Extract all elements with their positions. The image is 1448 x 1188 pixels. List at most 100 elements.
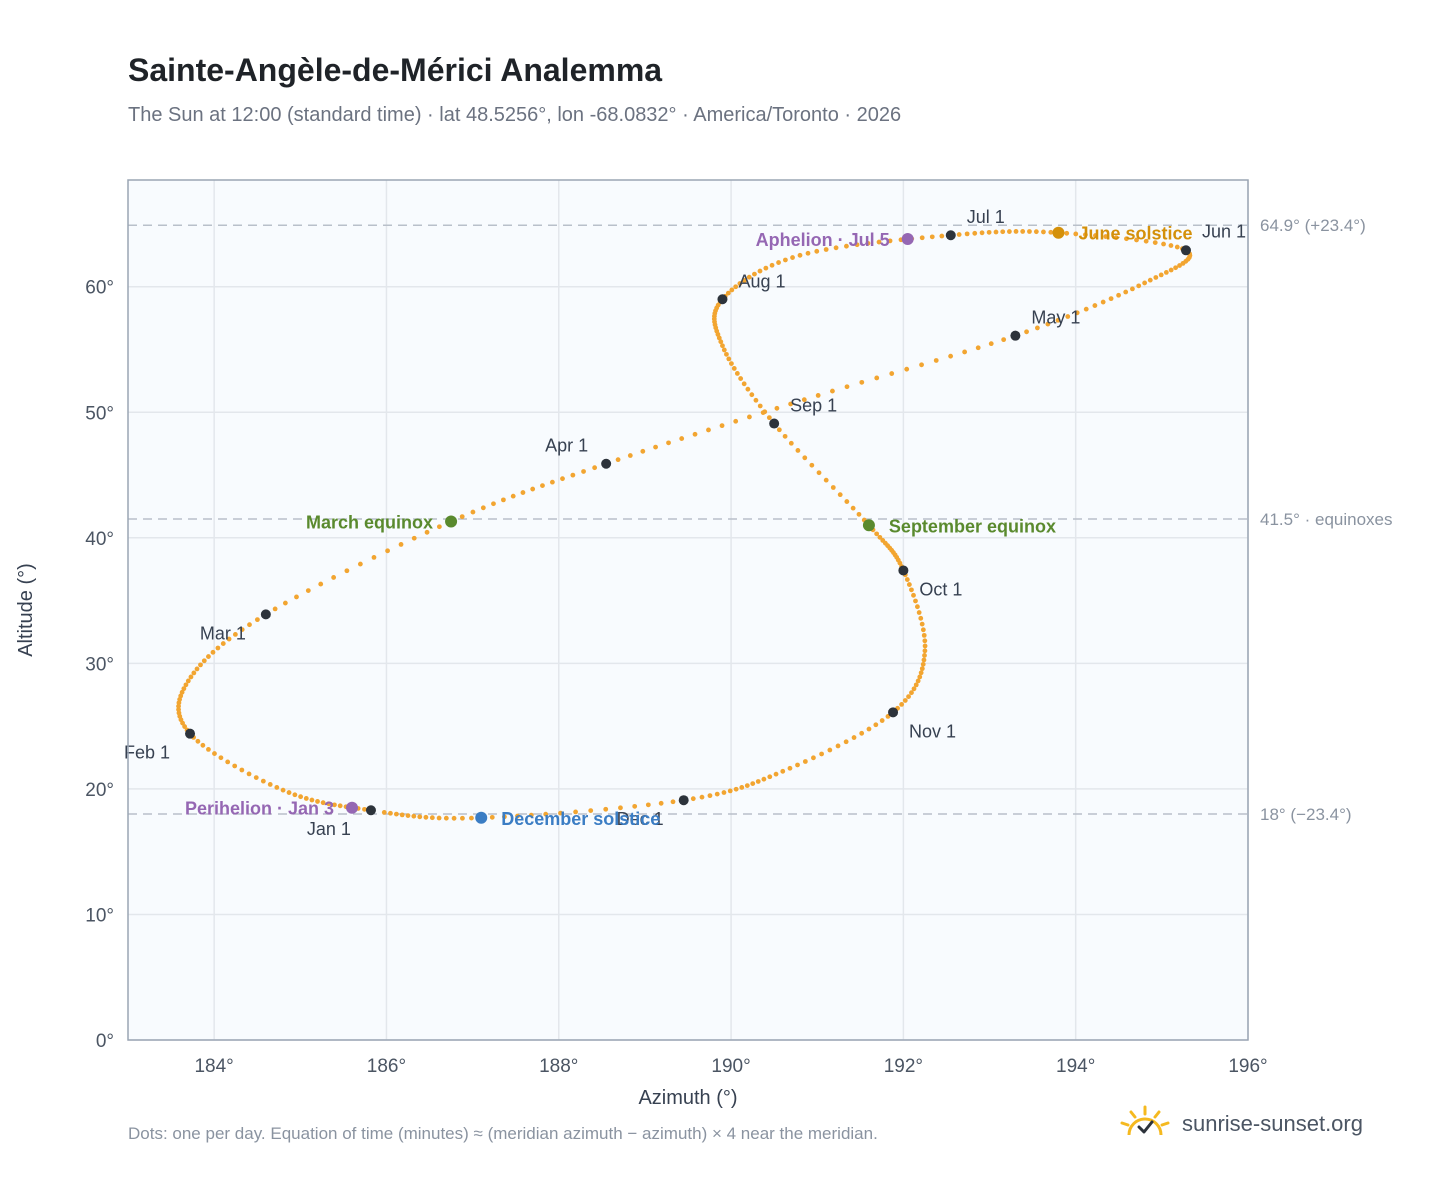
- daily-dot: [315, 799, 320, 804]
- daily-dot: [558, 810, 563, 816]
- daily-dot: [645, 802, 651, 808]
- daily-dot: [1034, 325, 1040, 331]
- brand-logo[interactable]: sunrise-sunset.org: [1120, 1104, 1363, 1144]
- daily-dot: [865, 240, 871, 246]
- daily-dot: [393, 811, 399, 817]
- daily-dot: [191, 670, 197, 676]
- daily-dot: [588, 808, 594, 814]
- month-label: Apr 1: [545, 436, 588, 456]
- daily-dot: [721, 347, 727, 353]
- daily-dot: [357, 561, 363, 567]
- daily-dot: [385, 548, 390, 554]
- daily-dot: [939, 233, 945, 239]
- sun-check-icon: [1120, 1105, 1170, 1144]
- daily-dot: [501, 497, 506, 503]
- event-marker: [862, 519, 875, 532]
- daily-dot: [774, 405, 780, 411]
- event-marker: [1052, 226, 1065, 239]
- y-tick-label: 50°: [85, 403, 114, 424]
- daily-dot: [344, 568, 350, 574]
- daily-dot: [1000, 229, 1006, 235]
- daily-dot: [206, 654, 211, 659]
- daily-dot: [874, 375, 880, 381]
- daily-dot: [502, 814, 507, 820]
- daily-dot: [424, 529, 430, 535]
- month-marker: [1010, 330, 1021, 341]
- daily-dot: [733, 418, 739, 424]
- daily-dot: [253, 775, 259, 781]
- reference-line-label: 18° (−23.4°): [1260, 805, 1352, 824]
- daily-dot: [592, 465, 598, 471]
- daily-dot: [750, 781, 756, 786]
- daily-dot: [225, 759, 231, 765]
- daily-dot: [733, 786, 739, 792]
- daily-dot: [802, 759, 808, 764]
- x-tick-label: 194°: [1056, 1056, 1095, 1077]
- daily-dot: [718, 339, 724, 345]
- daily-dot: [844, 384, 850, 390]
- month-label: Nov 1: [909, 721, 956, 741]
- daily-dot: [220, 641, 226, 646]
- daily-dot: [741, 381, 747, 387]
- daily-dot: [761, 776, 767, 782]
- daily-dot: [835, 743, 841, 749]
- daily-dot: [510, 493, 516, 499]
- daily-dot: [915, 604, 920, 610]
- daily-dot: [767, 774, 773, 780]
- daily-dot: [805, 250, 811, 256]
- daily-dot: [859, 730, 865, 736]
- daily-dot: [762, 409, 768, 415]
- daily-dot: [179, 689, 185, 695]
- daily-dot: [988, 341, 994, 347]
- daily-dot: [381, 810, 387, 815]
- daily-dot: [183, 682, 189, 688]
- daily-dot: [423, 814, 429, 820]
- daily-dot: [298, 794, 304, 800]
- daily-dot: [570, 472, 576, 478]
- daily-dot: [1158, 272, 1164, 278]
- daily-dot: [975, 345, 981, 351]
- daily-dot: [690, 796, 696, 802]
- daily-dot: [1152, 240, 1158, 245]
- y-tick-label: 30°: [85, 654, 114, 675]
- plot-frame: [127, 179, 1249, 1041]
- daily-dot: [274, 785, 280, 790]
- event-marker: [901, 233, 914, 246]
- month-marker: [898, 565, 909, 576]
- daily-dot: [362, 806, 367, 812]
- daily-dot: [1168, 267, 1174, 273]
- daily-dot: [830, 388, 835, 394]
- daily-dot: [459, 514, 465, 520]
- daily-dot: [986, 229, 992, 235]
- daily-dot: [1074, 310, 1080, 316]
- daily-dot: [1083, 232, 1088, 238]
- daily-dot: [797, 252, 803, 258]
- daily-dot: [178, 693, 184, 699]
- daily-dot: [226, 636, 232, 642]
- daily-dot: [282, 600, 288, 606]
- daily-dot: [417, 814, 423, 820]
- daily-dot: [850, 505, 856, 511]
- daily-dot: [232, 763, 238, 769]
- daily-dot: [215, 645, 221, 651]
- daily-dot: [692, 431, 698, 437]
- daily-dot: [318, 581, 324, 587]
- daily-dot: [795, 762, 800, 768]
- brand-name: sunrise-sunset.org: [1182, 1111, 1363, 1136]
- daily-dot: [714, 791, 720, 797]
- daily-dot: [185, 678, 191, 684]
- month-label: Jul 1: [967, 207, 1005, 227]
- daily-dot: [726, 356, 732, 362]
- daily-dot: [833, 245, 839, 251]
- y-tick-label: 40°: [85, 529, 114, 550]
- daily-dot: [1024, 329, 1029, 335]
- daily-dot: [653, 444, 658, 450]
- daily-dot: [811, 755, 816, 761]
- daily-dot: [922, 648, 928, 654]
- event-marker: [475, 811, 488, 824]
- daily-dot: [769, 262, 775, 268]
- month-label: Feb 1: [124, 743, 170, 763]
- reference-line-label: 64.9° (+23.4°): [1260, 216, 1366, 235]
- daily-dot: [922, 653, 927, 658]
- daily-dot: [972, 230, 978, 236]
